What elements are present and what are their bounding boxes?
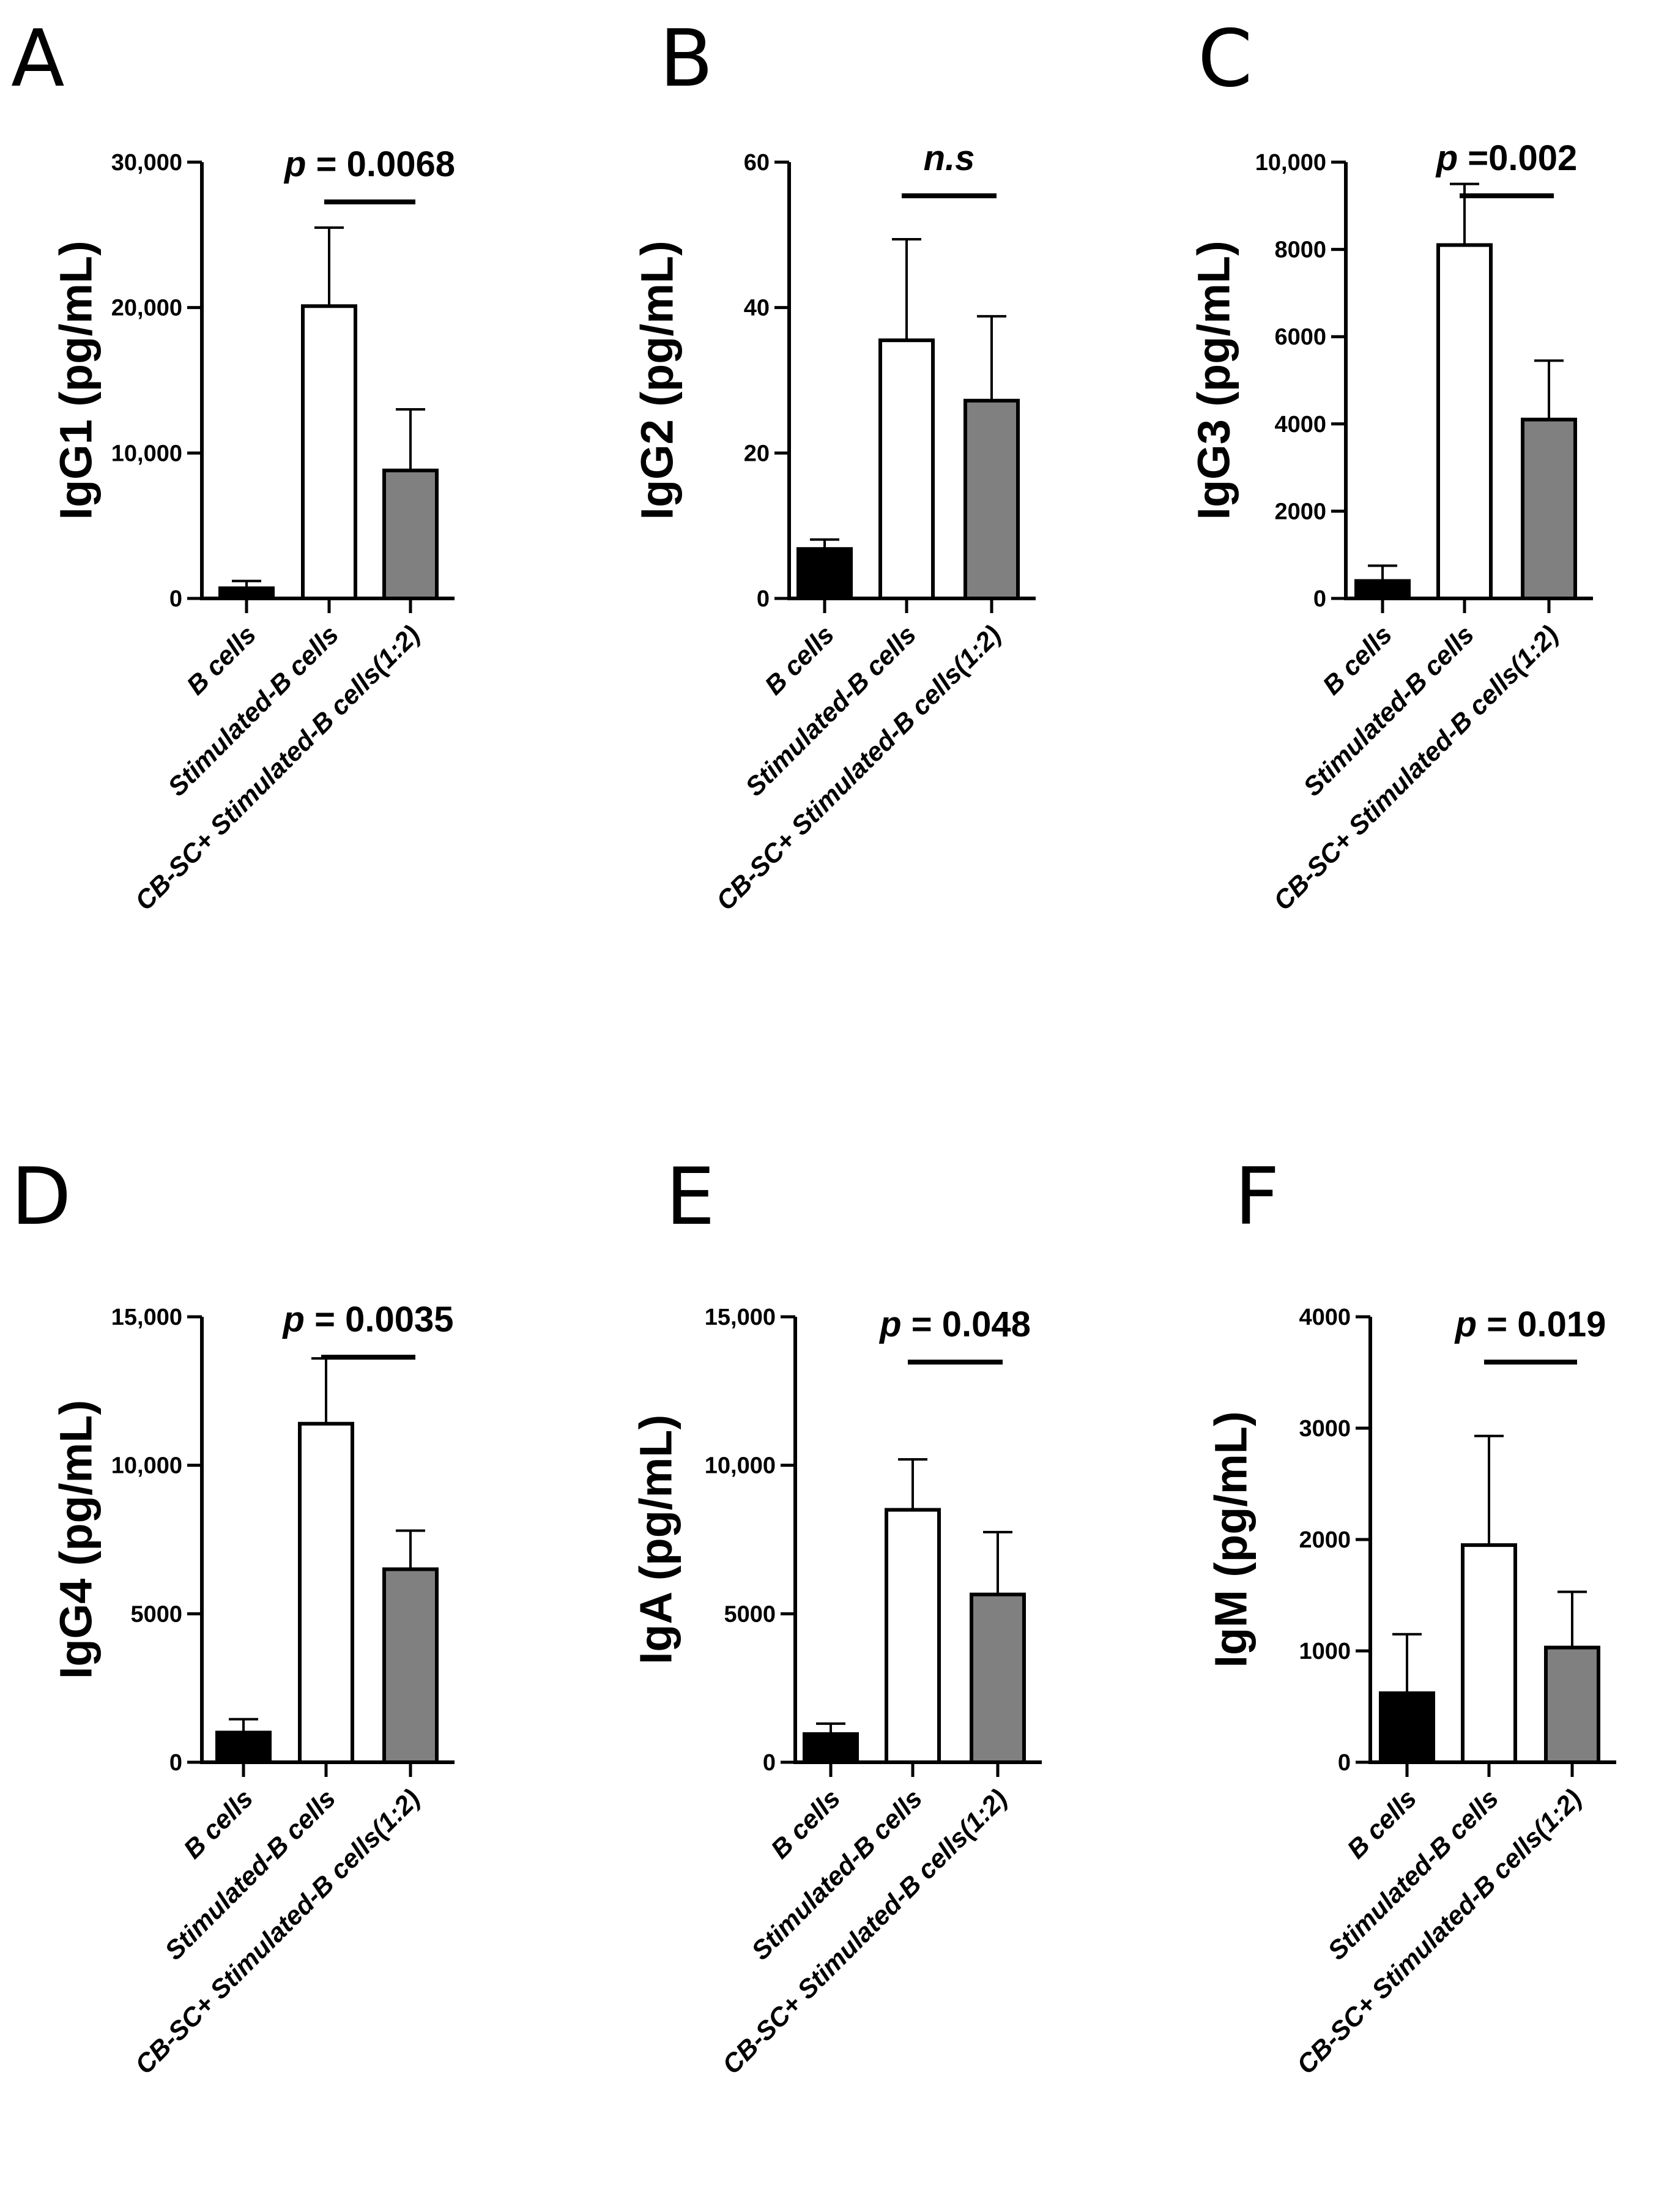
significance-prefix: p bbox=[283, 144, 306, 184]
significance-label: p = 0.048 bbox=[878, 1305, 1031, 1344]
y-tick-label: 0 bbox=[1313, 586, 1326, 612]
bar-3 bbox=[963, 398, 1020, 600]
y-tick-label: 3000 bbox=[1299, 1416, 1351, 1442]
y-tick-label: 8000 bbox=[1274, 237, 1326, 263]
x-tick-label: B cells bbox=[178, 1784, 259, 1864]
y-tick-label: 10,000 bbox=[111, 441, 182, 466]
y-axis-title: IgG2 (pg/mL) bbox=[632, 240, 683, 519]
x-tick-label: B cells bbox=[181, 620, 262, 701]
y-tick-label: 1000 bbox=[1299, 1639, 1351, 1664]
significance-value: = 0.0068 bbox=[306, 144, 455, 184]
panel-c: C IgG3 (pg/mL) 0 2000 4000 6000 8000 10,000 B ce… bbox=[1189, 13, 1593, 916]
significance-prefix: n.s bbox=[924, 138, 975, 178]
y-tick-label: 6000 bbox=[1274, 324, 1326, 350]
significance-value: = 0.019 bbox=[1477, 1305, 1606, 1344]
bar-3 bbox=[970, 1592, 1026, 1764]
panel-letter: D bbox=[11, 1152, 72, 1243]
bar-1 bbox=[1379, 1691, 1435, 1764]
bar-3 bbox=[1544, 1645, 1600, 1765]
significance-label: p = 0.019 bbox=[1454, 1305, 1606, 1344]
bar-2 bbox=[885, 1508, 941, 1764]
significance-prefix: p bbox=[282, 1300, 305, 1339]
bar-3 bbox=[382, 468, 439, 600]
panel-letter: A bbox=[11, 13, 65, 105]
y-tick-label: 60 bbox=[744, 150, 770, 176]
bar-3 bbox=[1521, 417, 1577, 600]
significance-prefix: p bbox=[1454, 1305, 1477, 1344]
y-axis-title: IgA (pg/mL) bbox=[631, 1415, 681, 1664]
panel-letter: E bbox=[666, 1152, 715, 1243]
y-tick-label: 0 bbox=[169, 586, 182, 612]
significance-value: =0.002 bbox=[1458, 138, 1577, 178]
x-tick-label: B cells bbox=[759, 620, 840, 701]
bar-2 bbox=[878, 338, 935, 600]
y-axis-title: IgM (pg/mL) bbox=[1206, 1411, 1257, 1667]
panel-letter: C bbox=[1198, 13, 1252, 105]
panel-letter: F bbox=[1234, 1152, 1280, 1243]
bar-1 bbox=[803, 1732, 859, 1764]
significance-prefix: p bbox=[1435, 138, 1458, 178]
bar-1 bbox=[215, 1730, 272, 1764]
bar-3 bbox=[382, 1567, 439, 1765]
significance-label: p =0.002 bbox=[1435, 138, 1578, 178]
y-tick-label: 10,000 bbox=[1255, 150, 1326, 176]
y-tick-label: 0 bbox=[763, 1750, 776, 1776]
bar-1 bbox=[796, 547, 853, 601]
y-tick-label: 15,000 bbox=[705, 1305, 776, 1330]
significance-value: = 0.0035 bbox=[305, 1300, 454, 1339]
bar-1 bbox=[1354, 579, 1411, 600]
y-tick-label: 2000 bbox=[1299, 1527, 1351, 1553]
significance-label: p = 0.0035 bbox=[282, 1300, 454, 1339]
x-tick-label: B cells bbox=[765, 1784, 846, 1864]
y-axis-title: IgG1 (pg/mL) bbox=[51, 240, 102, 519]
significance-label: n.s bbox=[924, 138, 975, 178]
bar-2 bbox=[1461, 1543, 1517, 1765]
y-tick-label: 10,000 bbox=[111, 1453, 182, 1479]
x-tick-label: B cells bbox=[1317, 620, 1398, 701]
significance-prefix: p bbox=[878, 1305, 901, 1344]
significance-label: p = 0.0068 bbox=[283, 144, 455, 184]
y-tick-label: 5000 bbox=[130, 1601, 182, 1627]
y-tick-label: 0 bbox=[1338, 1750, 1351, 1776]
y-tick-label: 5000 bbox=[724, 1601, 776, 1627]
y-axis-title: IgG3 (pg/mL) bbox=[1189, 240, 1239, 519]
y-tick-label: 0 bbox=[169, 1750, 182, 1776]
significance-value: = 0.048 bbox=[902, 1305, 1031, 1344]
y-tick-label: 2000 bbox=[1274, 499, 1326, 524]
x-tick-label: B cells bbox=[1342, 1784, 1422, 1864]
y-tick-label: 4000 bbox=[1274, 412, 1326, 438]
bar-2 bbox=[301, 304, 357, 600]
y-tick-label: 15,000 bbox=[111, 1305, 182, 1330]
x-tick-label: CB-SC+ Stimulated-B cells(1:2) bbox=[130, 620, 426, 916]
bar-2 bbox=[1436, 243, 1493, 601]
y-tick-label: 0 bbox=[757, 586, 770, 612]
y-tick-label: 40 bbox=[744, 296, 770, 321]
y-tick-label: 20,000 bbox=[111, 296, 182, 321]
y-tick-label: 20 bbox=[744, 441, 770, 466]
y-tick-label: 4000 bbox=[1299, 1305, 1351, 1330]
y-tick-label: 10,000 bbox=[705, 1453, 776, 1479]
y-tick-label: 30,000 bbox=[111, 150, 182, 176]
y-axis-title: IgG4 (pg/mL) bbox=[51, 1400, 102, 1679]
bar-2 bbox=[298, 1421, 354, 1764]
panel-letter: B bbox=[659, 13, 713, 105]
